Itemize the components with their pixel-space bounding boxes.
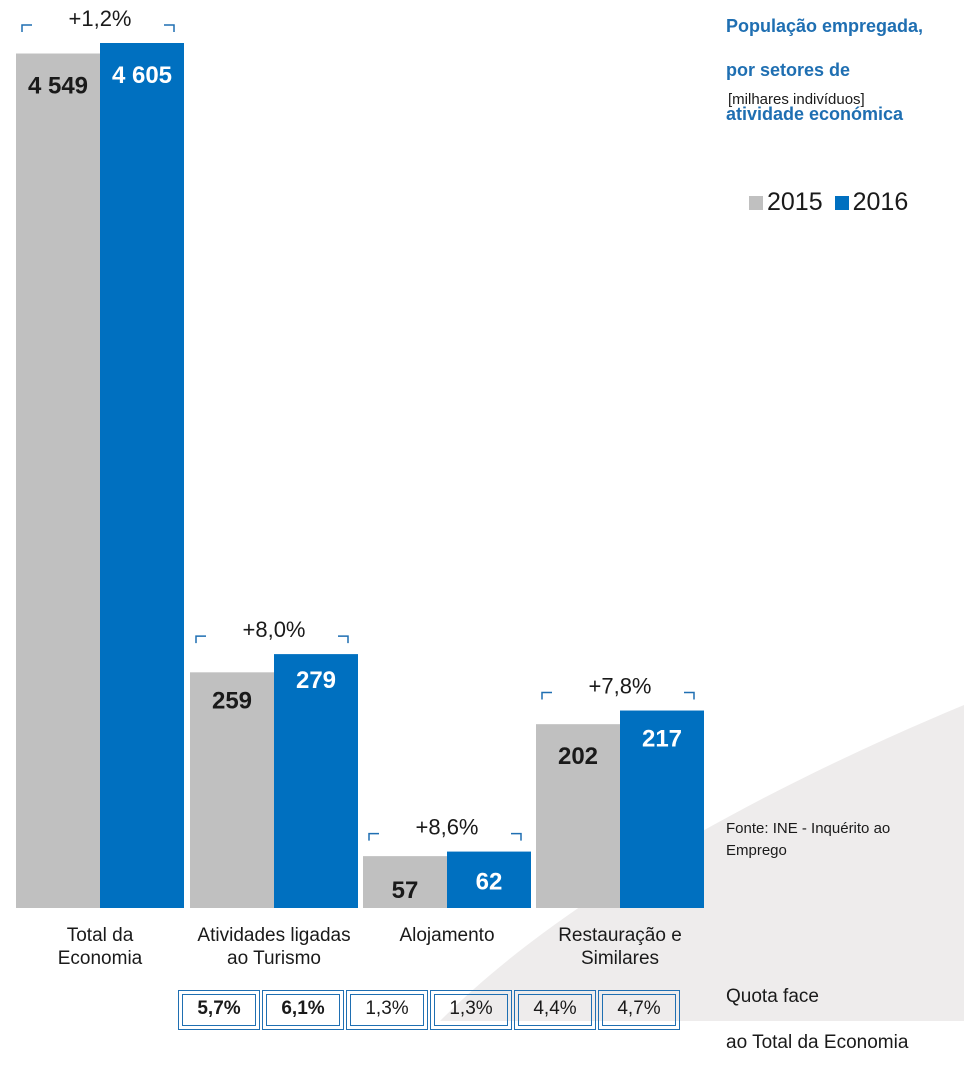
bar-value-label: 259 [212,687,252,714]
bar-2015 [190,672,274,908]
bar-2016 [100,43,184,908]
bar-2015 [363,856,447,908]
category-label: Alojamento [399,925,494,946]
quota-cell: 1,3% [346,990,428,1030]
change-label: +8,6% [416,815,479,840]
category-label: Atividades ligadas [197,925,350,946]
legend-label-2016: 2016 [852,188,909,216]
quota-row: 5,7% 6,1% 1,3% 1,3% 4,4% 4,7% [178,990,682,1030]
quota-cell: 5,7% [178,990,260,1030]
quota-label-line-1: Quota face [726,986,819,1007]
source-note: Fonte: INE - Inquérito ao Emprego [726,820,891,859]
change-bracket-right [684,691,695,700]
change-label: +8,0% [243,617,306,642]
change-bracket-left [21,24,32,32]
quota-cell: 4,7% [598,990,680,1030]
category-label: Restauração e [558,925,682,946]
bar-value-label: 62 [476,869,503,896]
bar-value-label: 57 [392,877,419,904]
chart-title: População empregada, por setores de ativ… [726,0,964,147]
unit-label: [milhares indivíduos] [728,91,865,108]
quota-cell: 6,1% [262,990,344,1030]
bar-value-label: 4 549 [28,73,88,100]
bar-2015 [16,53,100,909]
chart-title-line-3: atividade económica [726,104,904,124]
category-label: Economia [58,948,143,969]
legend: 2015 2016 [749,188,920,217]
chart-title-line-1: População empregada, [726,16,924,36]
bar-value-label: 217 [642,726,682,753]
legend-label-2015: 2015 [767,188,823,216]
bar-value-label: 202 [558,743,598,770]
bar-value-label: 4 605 [112,62,172,89]
change-bracket-right [164,24,175,32]
quota-label-line-2: ao Total da Economia [726,1032,909,1053]
legend-item-2016: 2016 [834,188,909,217]
category-label: Total da [67,925,134,946]
change-label: +1,2% [69,6,132,31]
category-label: Similares [581,948,659,969]
category-label: ao Turismo [227,948,321,969]
legend-item-2015: 2015 [749,188,823,217]
bar-2016 [447,851,531,908]
quota-cell: 1,3% [430,990,512,1030]
bar-2016 [274,654,358,908]
change-label: +7,8% [589,674,652,699]
legend-swatch-2016 [834,195,849,210]
bar-2015 [536,724,620,908]
bar-value-label: 279 [296,667,336,694]
change-bracket-left [368,832,379,841]
legend-swatch-2015 [749,195,763,210]
chart-title-line-2: por setores de [726,60,851,80]
change-bracket-left [195,635,206,644]
change-bracket-right [338,635,349,644]
quota-label: Quota face ao Total da Economia [726,962,964,1077]
bar-2016 [620,710,704,908]
change-bracket-right [511,832,522,841]
quota-cell: 4,4% [514,990,596,1030]
change-bracket-left [541,691,552,700]
